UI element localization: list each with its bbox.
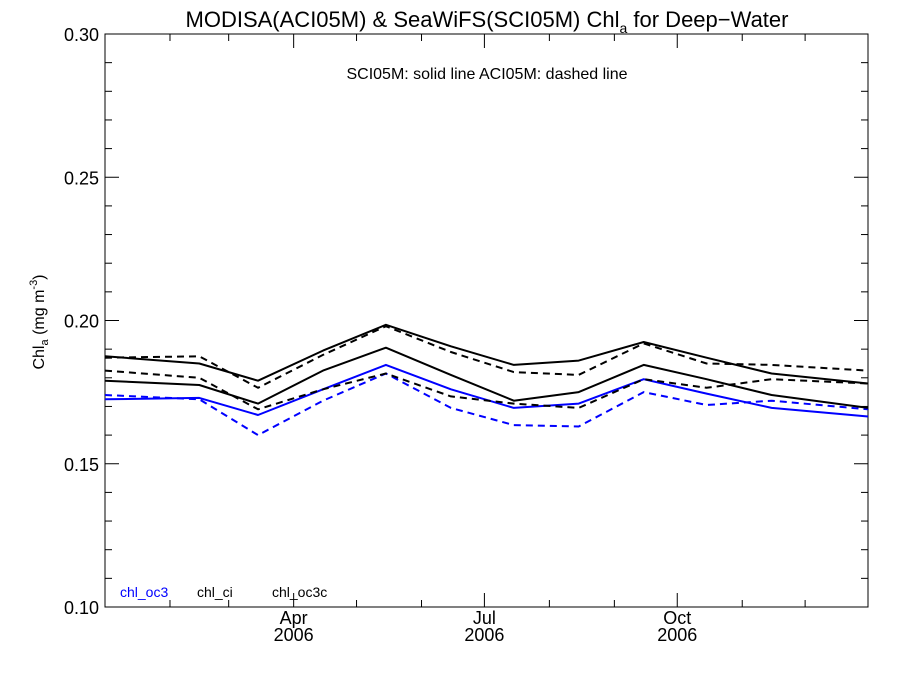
series-line-chl_oc3c-SCI05M: [104, 346, 869, 409]
y-tick-label: 0.20: [64, 312, 99, 332]
x-tick-year-label: 2006: [274, 625, 314, 645]
legend-label-chl_oc3: chl_oc3: [120, 584, 168, 600]
series-line-chl_ci-ACI05M: [104, 325, 869, 389]
x-tick-label: Jul: [473, 608, 496, 628]
x-tick-label: Apr: [280, 608, 308, 628]
series-line-chl_oc3-ACI05M: [104, 372, 869, 437]
x-tick-year-label: 2006: [464, 625, 504, 645]
series-line-chl_ci-SCI05M: [104, 323, 869, 385]
line-style-annotation: SCI05M: solid line ACI05M: dashed line: [346, 66, 627, 83]
legend: chl_oc3 chl_ci chl_oc3c: [120, 584, 327, 600]
y-tick-label: 0.15: [64, 455, 99, 475]
y-axis-label: Chla (mg m-3): [28, 274, 51, 369]
legend-label-chl_oc3c: chl_oc3c: [272, 584, 327, 600]
chart-title: MODISA(ACI05M) & SeaWiFS(SCI05M) Chla fo…: [186, 7, 789, 36]
legend-label-chl_ci: chl_ci: [197, 584, 233, 600]
series-line-chl_oc3-SCI05M: [104, 363, 869, 418]
x-tick-label: Oct: [663, 608, 691, 628]
series-line-chl_oc3c-ACI05M: [104, 369, 869, 411]
x-tick-year-label: 2006: [657, 625, 697, 645]
axis-ticks: 0.100.150.200.250.30Apr2006Jul2006Oct200…: [64, 25, 868, 645]
y-tick-label: 0.30: [64, 25, 99, 45]
y-tick-label: 0.10: [64, 598, 99, 618]
data-series: [104, 323, 869, 437]
y-tick-label: 0.25: [64, 168, 99, 188]
plot-frame: [104, 33, 869, 608]
